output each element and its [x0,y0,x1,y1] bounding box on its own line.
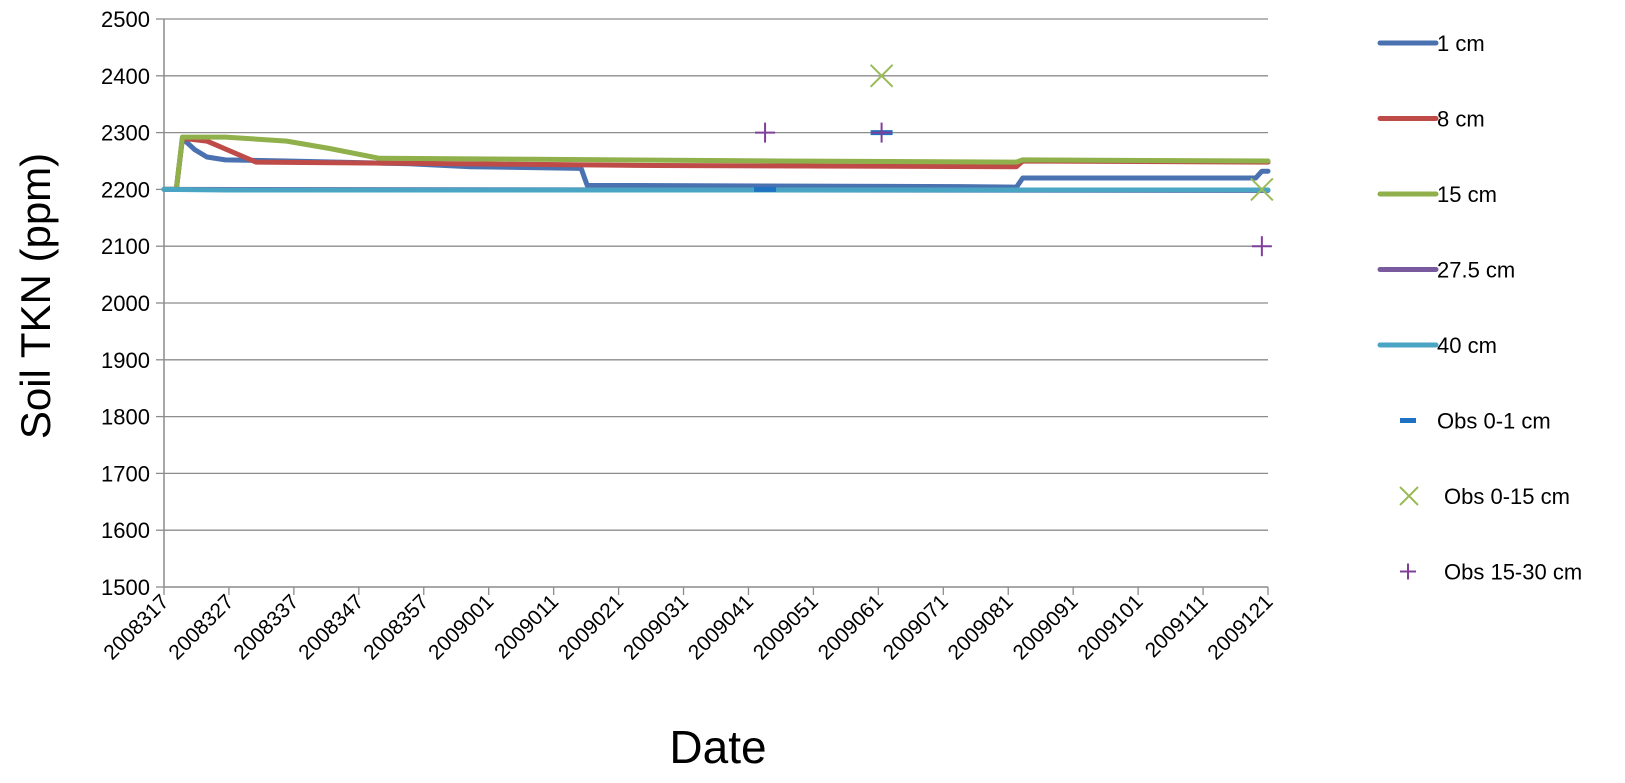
y-tick-label: 1700 [101,461,150,486]
y-tick-label: 2400 [101,64,150,89]
legend-label: Obs 15-30 cm [1444,560,1582,585]
y-tick-label: 2300 [101,121,150,146]
x-tick-label: 2009031 [619,590,693,664]
x-axis-title: Date [669,721,766,773]
series-line-1-cm [161,135,1271,192]
legend-swatch [1399,486,1419,506]
legend-item: Obs 0-15 cm [1399,484,1570,509]
axes: 1500 1600 1700 1800 1900 2000 2100 2200 2300 2400… [99,7,1277,664]
y-tick-label: 2000 [101,291,150,316]
x-tick-label: 2009091 [1009,590,1083,664]
y-axis-title: Soil TKN (ppm) [12,153,59,439]
legend-item: 8 cm [1377,107,1485,132]
x-tick-label: 2008317 [99,590,173,664]
series-layer [161,134,1271,193]
x-tick-label: 2009001 [424,590,498,664]
legend-label: Obs 0-15 cm [1444,484,1570,509]
legend-item: Obs 15-30 cm [1400,560,1582,585]
marker-plus [871,122,892,143]
x-tick-label: 2009111 [1141,590,1213,662]
y-tick-label: 2100 [101,234,150,259]
x-tick-label: 2009071 [879,590,953,664]
legend: 1 cm 8 cm 15 cm 27.5 cm 40 cm Obs 0-1 cm Obs 0… [1377,31,1582,585]
legend-label: 8 cm [1437,107,1485,132]
series-line-40-cm [161,186,1271,193]
x-mark [869,64,894,88]
legend-item: 40 cm [1377,333,1497,358]
y-tick-label: 1500 [101,575,150,600]
legend-label: 1 cm [1437,31,1485,56]
legend-item: 15 cm [1377,182,1497,207]
x-tick-label: 2009101 [1074,590,1148,664]
x-tick-label: 2009081 [944,590,1018,664]
marker-x [1250,177,1274,202]
marker-plus [1251,236,1272,257]
marker-plus [755,122,776,143]
y-tick-label: 1800 [101,405,150,430]
x-tick-label: 2008337 [229,590,303,664]
gridlines [164,18,1268,531]
x-tick-label: 2009021 [554,590,628,664]
y-tick-label: 1900 [101,348,150,373]
legend-label: 15 cm [1437,182,1497,207]
y-tick-label: 2500 [101,7,150,32]
x-mark [1250,177,1274,202]
x-tick-label: 2009041 [684,590,758,664]
x-tick-label: 2008327 [164,590,238,664]
x-tick-label: 2008347 [294,590,368,664]
series-line-15-cm [161,134,1271,192]
x-tick-label: 2009051 [749,590,823,664]
y-tick-label: 1600 [101,518,150,543]
observation-markers [754,64,1274,257]
y-tick-label: 2200 [101,177,150,202]
x-tick-label: 2009121 [1203,590,1277,664]
legend-item: Obs 0-1 cm [1400,409,1551,434]
legend-item: 1 cm [1377,31,1485,56]
legend-label: Obs 0-1 cm [1437,409,1551,434]
x-tick-label: 2008357 [359,590,433,664]
legend-label: 40 cm [1437,333,1497,358]
x-tick-label: 2009011 [490,590,563,663]
legend-item: 27.5 cm [1377,258,1515,283]
legend-label: 27.5 cm [1437,258,1515,283]
x-tick-label: 2009061 [814,590,888,664]
marker-x [869,64,894,88]
